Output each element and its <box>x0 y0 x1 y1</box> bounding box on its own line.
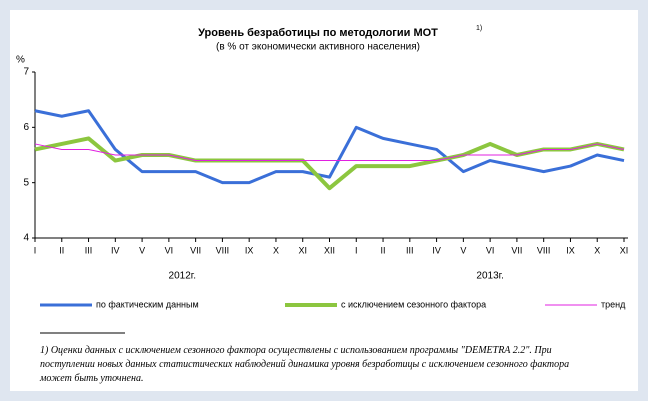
legend-label: тренд <box>601 299 626 309</box>
x-tick-label: XII <box>324 245 335 255</box>
x-tick-label: V <box>139 245 145 255</box>
x-tick-label: V <box>460 245 466 255</box>
x-tick-label: II <box>381 245 386 255</box>
panel <box>10 10 638 391</box>
y-tick-label: 7 <box>23 67 29 78</box>
legend-label: с исключением сезонного фактора <box>341 299 486 309</box>
x-tick-label: I <box>34 245 37 255</box>
x-tick-label: II <box>59 245 64 255</box>
x-group-label: 2012г. <box>169 271 196 282</box>
x-tick-label: III <box>85 245 93 255</box>
series-line <box>34 143 625 162</box>
legend-label: по фактическим данным <box>96 299 199 309</box>
x-tick-label: IV <box>432 245 441 255</box>
x-tick-label: VIII <box>216 245 230 255</box>
x-tick-label: VII <box>511 245 522 255</box>
x-tick-label: VII <box>190 245 201 255</box>
y-tick-label: 6 <box>23 122 29 133</box>
x-group-label: 2013г. <box>476 271 503 282</box>
x-tick-label: X <box>273 245 279 255</box>
x-tick-label: X <box>594 245 600 255</box>
chart-subtitle: (в % от экономически активного населения… <box>216 42 420 53</box>
x-tick-label: IV <box>111 245 120 255</box>
y-axis-label: % <box>16 55 25 66</box>
title-note: 1) <box>476 25 482 32</box>
x-tick-label: III <box>406 245 414 255</box>
chart-title: Уровень безработицы по методологии МОТ <box>198 27 438 39</box>
y-tick-label: 5 <box>23 177 29 188</box>
x-tick-label: I <box>355 245 358 255</box>
footnote: 1) Оценки данных с исключением сезонного… <box>40 345 570 384</box>
x-tick-label: VI <box>486 245 495 255</box>
x-tick-label: VIII <box>537 245 551 255</box>
x-tick-label: IX <box>245 245 254 255</box>
x-tick-label: VI <box>165 245 174 255</box>
x-tick-label: XI <box>298 245 307 255</box>
series-line <box>34 109 625 185</box>
x-tick-label: IX <box>566 245 575 255</box>
y-tick-label: 4 <box>23 233 29 244</box>
x-tick-label: XI <box>620 245 629 255</box>
